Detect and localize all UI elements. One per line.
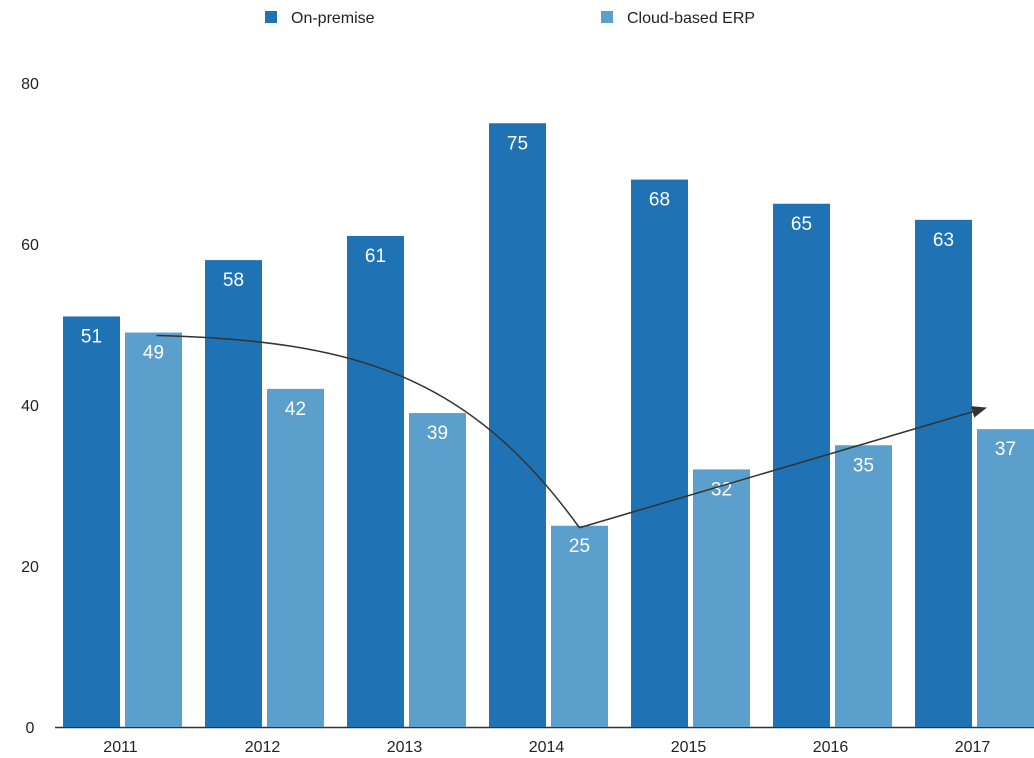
- legend-label-2: Cloud-based ERP: [627, 10, 755, 27]
- bar-2014-cloud: [551, 525, 608, 727]
- y-tick-label-60: 60: [21, 237, 39, 254]
- trend-arrow-decline: [156, 334, 581, 529]
- x-tick-label-2011: 2011: [103, 739, 138, 756]
- bar-value-2015-on-premise: 68: [649, 190, 670, 211]
- bar-2017-on-premise: [915, 219, 972, 727]
- bar-2017-cloud: [977, 429, 1034, 727]
- y-tick-label-80: 80: [21, 76, 39, 93]
- bar-value-2011-on-premise: 51: [81, 326, 102, 347]
- x-tick-label-2015: 2015: [671, 739, 707, 756]
- annotations: [156, 334, 987, 529]
- bar-value-2016-cloud: 35: [853, 455, 874, 476]
- y-tick-label-40: 40: [21, 398, 39, 415]
- bar-2013-on-premise: [347, 235, 404, 727]
- bar-value-2016-on-premise: 65: [791, 214, 812, 235]
- trend-arrow-rise: [579, 406, 987, 529]
- bar-value-2013-on-premise: 61: [365, 246, 386, 267]
- bar-value-2015-cloud: 32: [711, 479, 732, 500]
- y-tick-label-20: 20: [21, 559, 39, 576]
- bar-value-2017-on-premise: 63: [933, 230, 954, 251]
- bar-2015-on-premise: [631, 179, 688, 728]
- x-tick-label-2017: 2017: [955, 739, 991, 756]
- bar-value-2012-on-premise: 58: [223, 270, 244, 291]
- bar-value-2011-cloud: 49: [143, 343, 164, 364]
- bar-2012-cloud: [267, 388, 324, 727]
- bar-2016-cloud: [835, 445, 892, 727]
- bar-2015-cloud: [693, 469, 750, 727]
- bar-value-2013-cloud: 39: [427, 423, 448, 444]
- x-tick-label-2016: 2016: [813, 739, 849, 756]
- bar-2016-on-premise: [773, 203, 830, 727]
- bar-2014-on-premise: [489, 123, 546, 727]
- bars: [63, 123, 1034, 728]
- bar-2011-cloud: [125, 332, 182, 727]
- bar-value-2014-on-premise: 75: [507, 133, 528, 154]
- x-tick-label-2013: 2013: [387, 739, 423, 756]
- bar-2013-cloud: [409, 413, 466, 727]
- x-tick-label-2014: 2014: [529, 739, 565, 756]
- bar-value-2017-cloud: 37: [995, 439, 1016, 460]
- legend-swatch-2: [601, 11, 613, 23]
- legend: On-premise Cloud-based ERP: [265, 10, 755, 27]
- bar-value-2012-cloud: 42: [285, 399, 306, 420]
- bar-labels: 51 49 58 42 61 39 75 25 68 32 65 35 63 37: [81, 133, 1016, 557]
- bar-2012-on-premise: [205, 260, 262, 727]
- x-tick-label-2012: 2012: [245, 739, 281, 756]
- bar-2011-on-premise: [63, 316, 120, 727]
- axes: 0 20 40 60 80 2011 2012 2013 2014 2015 2016 2017: [21, 76, 1034, 756]
- bar-value-2014-cloud: 25: [569, 536, 590, 557]
- legend-swatch-1: [265, 11, 277, 23]
- y-tick-label-0: 0: [26, 720, 35, 737]
- legend-label-1: On-premise: [291, 10, 375, 27]
